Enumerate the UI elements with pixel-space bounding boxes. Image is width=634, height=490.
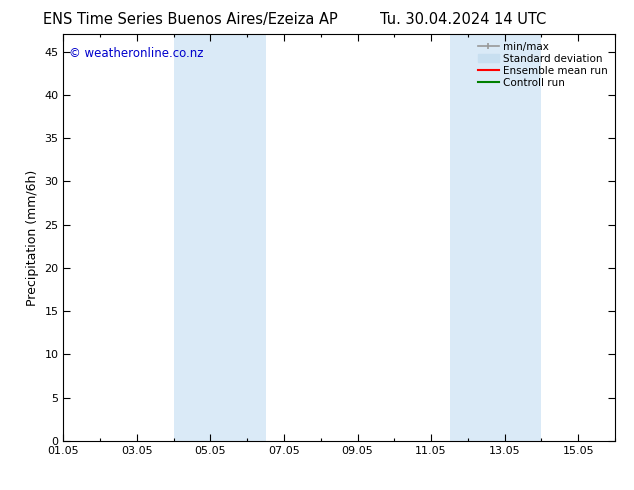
Y-axis label: Precipitation (mm/6h): Precipitation (mm/6h): [26, 170, 39, 306]
Bar: [450, 34, 541, 441]
Text: Tu. 30.04.2024 14 UTC: Tu. 30.04.2024 14 UTC: [380, 12, 546, 27]
Text: ENS Time Series Buenos Aires/Ezeiza AP: ENS Time Series Buenos Aires/Ezeiza AP: [43, 12, 337, 27]
Bar: [174, 34, 266, 441]
Text: © weatheronline.co.nz: © weatheronline.co.nz: [69, 47, 204, 59]
Legend: min/max, Standard deviation, Ensemble mean run, Controll run: min/max, Standard deviation, Ensemble me…: [474, 37, 612, 92]
